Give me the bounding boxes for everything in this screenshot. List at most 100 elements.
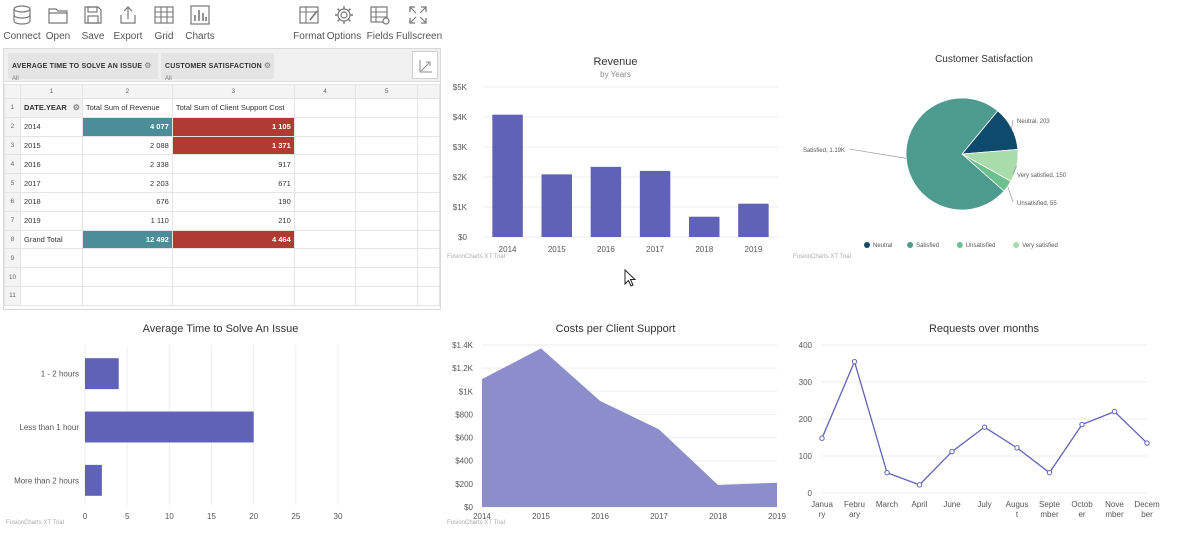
data-point bbox=[851, 358, 858, 365]
filter-average-time[interactable]: AVERAGE TIME TO SOLVE AN ISSUE ⚙ All bbox=[8, 53, 158, 82]
empty-cell[interactable] bbox=[171, 285, 295, 306]
cost-cell[interactable]: 190 bbox=[171, 191, 295, 212]
empty-cell[interactable] bbox=[355, 98, 419, 118]
format-button[interactable]: Format bbox=[287, 4, 331, 44]
empty-cell[interactable] bbox=[81, 267, 173, 287]
empty-cell[interactable] bbox=[293, 98, 357, 118]
cost-cell[interactable]: 1 105 bbox=[171, 116, 295, 137]
open-button[interactable]: Open bbox=[36, 4, 80, 44]
data-point bbox=[1079, 421, 1085, 428]
legend-label: Neutral bbox=[873, 243, 892, 249]
export-icon bbox=[120, 6, 136, 24]
empty-cell[interactable] bbox=[81, 285, 173, 306]
gear-icon[interactable]: ⚙ bbox=[263, 61, 272, 70]
export-button[interactable]: Export bbox=[106, 4, 150, 44]
empty-cell[interactable] bbox=[417, 135, 440, 156]
date-year-label: DATE.YEAR bbox=[23, 103, 67, 113]
revenue-cell[interactable]: 4 077 bbox=[81, 116, 173, 137]
empty-cell[interactable] bbox=[19, 248, 83, 269]
empty-cell[interactable] bbox=[171, 248, 295, 269]
empty-cell[interactable] bbox=[417, 98, 440, 118]
empty-cell[interactable] bbox=[293, 154, 357, 175]
empty-cell[interactable] bbox=[355, 210, 419, 231]
chart-type-button[interactable] bbox=[412, 51, 438, 79]
empty-cell[interactable] bbox=[355, 116, 419, 137]
cost-header[interactable]: Total Sum of Client Support Cost bbox=[171, 98, 295, 118]
year-cell[interactable]: 2018 bbox=[19, 191, 83, 212]
empty-cell[interactable] bbox=[355, 173, 419, 193]
gear-icon[interactable]: ⚙ bbox=[144, 61, 152, 70]
year-cell[interactable]: 2014 bbox=[19, 116, 83, 137]
empty-cell[interactable] bbox=[355, 285, 419, 306]
empty-cell[interactable] bbox=[417, 285, 440, 306]
empty-cell[interactable] bbox=[417, 210, 440, 231]
gear-icon[interactable]: ⚙ bbox=[72, 103, 80, 113]
empty-cell[interactable] bbox=[293, 191, 357, 212]
grand-total-revenue[interactable]: 12 492 bbox=[81, 229, 173, 250]
satisfaction-chart: Customer Satisfaction Neutral, 203 Very s… bbox=[789, 50, 1179, 265]
empty-cell[interactable] bbox=[293, 173, 357, 193]
x-tick-label: 2015 bbox=[532, 512, 550, 521]
options-button[interactable]: Options bbox=[322, 4, 366, 44]
empty-cell[interactable] bbox=[293, 267, 357, 287]
y-tick-label: 200 bbox=[799, 415, 813, 424]
empty-cell[interactable] bbox=[355, 248, 419, 269]
charts-button[interactable]: Charts bbox=[178, 4, 222, 44]
grid-button[interactable]: Grid bbox=[142, 4, 186, 44]
connect-button[interactable]: Connect bbox=[0, 4, 44, 44]
cost-cell[interactable]: 671 bbox=[171, 173, 295, 193]
empty-cell[interactable] bbox=[293, 229, 357, 250]
cost-cell[interactable]: 917 bbox=[171, 154, 295, 175]
year-cell[interactable]: 2019 bbox=[19, 210, 83, 231]
row-number: 3 bbox=[4, 135, 21, 156]
chart-line-icon bbox=[419, 60, 432, 73]
revenue-header[interactable]: Total Sum of Revenue bbox=[81, 98, 173, 118]
empty-cell[interactable] bbox=[417, 267, 440, 287]
revenue-cell[interactable]: 2 203 bbox=[81, 173, 173, 193]
date-year-header[interactable]: DATE.YEAR ⚙ bbox=[19, 98, 83, 118]
cost-cell[interactable]: 210 bbox=[171, 210, 295, 231]
empty-cell[interactable] bbox=[355, 229, 419, 250]
empty-cell[interactable] bbox=[171, 267, 295, 287]
empty-cell[interactable] bbox=[293, 116, 357, 137]
empty-cell[interactable] bbox=[355, 267, 419, 287]
grand-total-cost[interactable]: 4 464 bbox=[171, 229, 295, 250]
empty-cell[interactable] bbox=[81, 248, 173, 269]
empty-cell[interactable] bbox=[417, 229, 440, 250]
empty-cell[interactable] bbox=[355, 154, 419, 175]
fields-button[interactable]: Fields bbox=[358, 4, 402, 44]
year-cell[interactable]: 2015 bbox=[19, 135, 83, 156]
x-tick-label: 0 bbox=[83, 512, 88, 521]
revenue-cell[interactable]: 676 bbox=[81, 191, 173, 212]
empty-cell[interactable] bbox=[293, 135, 357, 156]
revenue-cell[interactable]: 1 110 bbox=[81, 210, 173, 231]
empty-cell[interactable] bbox=[417, 173, 440, 193]
cost-cell[interactable]: 1 371 bbox=[171, 135, 295, 156]
row-number: 7 bbox=[4, 210, 21, 231]
empty-cell[interactable] bbox=[417, 191, 440, 212]
export-label: Export bbox=[113, 31, 143, 42]
revenue-cell[interactable]: 2 338 bbox=[81, 154, 173, 175]
year-cell[interactable]: 2016 bbox=[19, 154, 83, 175]
empty-cell[interactable] bbox=[417, 248, 440, 269]
empty-cell[interactable] bbox=[293, 248, 357, 269]
year-cell[interactable]: 2017 bbox=[19, 173, 83, 193]
x-tick-label: Decem bbox=[1134, 500, 1160, 509]
toolbar: Connect Open Save Export Grid bbox=[0, 0, 442, 46]
grand-total-label[interactable]: Grand Total bbox=[19, 229, 83, 250]
empty-cell[interactable] bbox=[417, 154, 440, 175]
revenue-cell[interactable]: 2 088 bbox=[81, 135, 173, 156]
empty-cell[interactable] bbox=[355, 191, 419, 212]
costs-plot: $0 $200 $400 $600 $800 $1K $1.2K $1.4K 2014 2015 2… bbox=[452, 341, 786, 521]
empty-cell[interactable] bbox=[293, 285, 357, 306]
empty-cell[interactable] bbox=[417, 116, 440, 137]
empty-cell[interactable] bbox=[19, 267, 83, 287]
fullscreen-button[interactable]: Fullscreen bbox=[396, 4, 442, 44]
filter-customer-satisfaction[interactable]: CUSTOMER SATISFACTION ⚙ All bbox=[161, 53, 274, 82]
x-tick-label: mber bbox=[1105, 510, 1124, 519]
save-button[interactable]: Save bbox=[71, 4, 115, 44]
empty-cell[interactable] bbox=[355, 135, 419, 156]
data-point bbox=[884, 469, 890, 476]
empty-cell[interactable] bbox=[19, 285, 83, 306]
empty-cell[interactable] bbox=[293, 210, 357, 231]
